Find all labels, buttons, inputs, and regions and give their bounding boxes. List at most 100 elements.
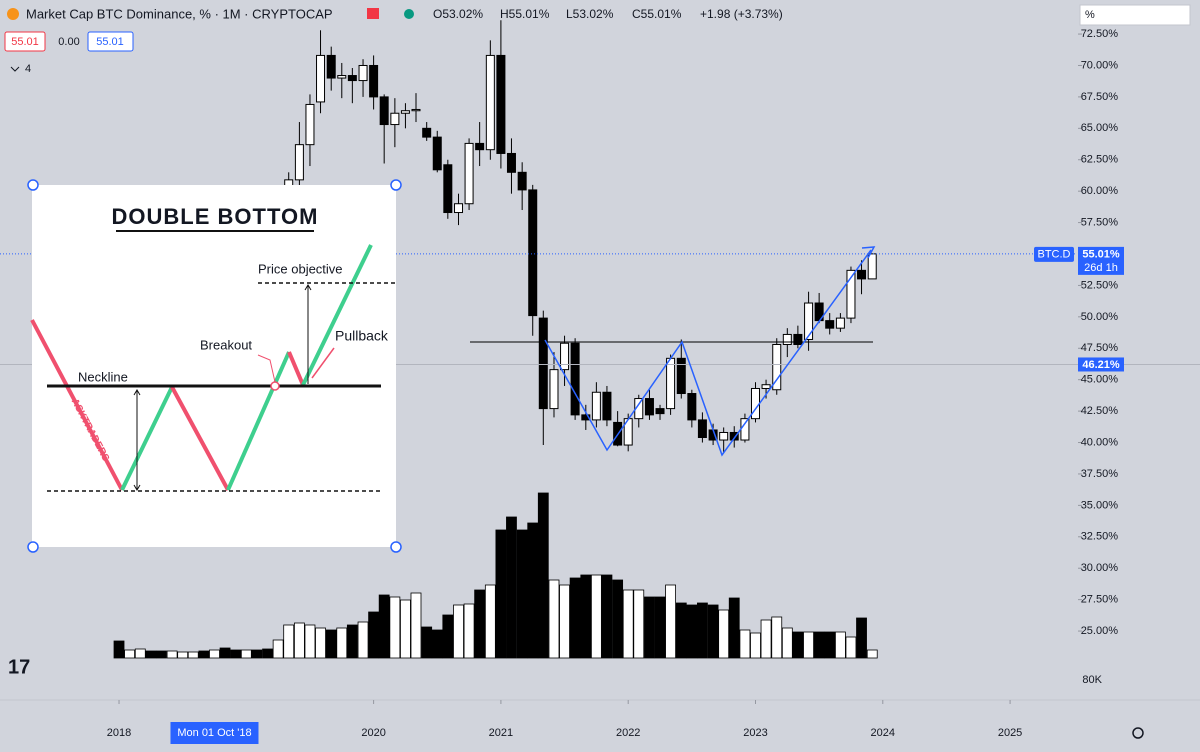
candle-body bbox=[305, 103, 315, 146]
candle-body bbox=[687, 393, 697, 421]
settings-icon[interactable] bbox=[1132, 727, 1144, 739]
volume-bar bbox=[834, 631, 846, 659]
candle-body bbox=[549, 369, 559, 410]
countdown: 26d 1h bbox=[1084, 262, 1118, 274]
crosshair-label-box bbox=[170, 722, 259, 744]
y-tick-label: 50.00% bbox=[1081, 311, 1119, 323]
volume-bar bbox=[590, 574, 602, 659]
candle-body bbox=[666, 357, 676, 410]
volume-bar bbox=[134, 648, 146, 659]
volume-bar bbox=[304, 624, 316, 659]
red-leg bbox=[287, 351, 305, 386]
volume-bar bbox=[293, 622, 305, 659]
volume-bar bbox=[431, 629, 443, 659]
volume-bar bbox=[506, 516, 517, 659]
candle-body bbox=[740, 418, 750, 441]
volume-bar bbox=[272, 639, 284, 659]
ohlc-low: L53.02% bbox=[566, 7, 614, 21]
volume-bar bbox=[325, 629, 337, 659]
handle[interactable] bbox=[390, 179, 402, 191]
handle[interactable] bbox=[27, 541, 39, 553]
candle-body bbox=[835, 317, 845, 329]
green-leg bbox=[226, 351, 291, 491]
candle-body bbox=[761, 384, 771, 389]
candle-body bbox=[857, 269, 867, 280]
y-tick-label: 70.00% bbox=[1081, 59, 1119, 71]
volume-bar bbox=[198, 650, 210, 659]
volume-bar bbox=[240, 649, 252, 659]
label-neckline: Neckline bbox=[78, 369, 128, 384]
candle-body bbox=[782, 333, 792, 345]
volume-bar bbox=[622, 589, 634, 659]
candle-body bbox=[570, 342, 580, 416]
pullback-pointer bbox=[311, 347, 335, 379]
candle-body bbox=[772, 343, 782, 391]
logo[interactable]: 17 bbox=[8, 656, 30, 678]
y-tick-label: 47.50% bbox=[1081, 342, 1119, 354]
volume-bar bbox=[580, 574, 592, 659]
volume-bar bbox=[187, 651, 199, 659]
y-tick-label: 25.00% bbox=[1081, 625, 1119, 637]
candle-body bbox=[867, 253, 877, 280]
candle-body bbox=[379, 96, 389, 126]
last-price-label: 55.01% bbox=[1082, 248, 1120, 260]
indicator-count[interactable]: 4 bbox=[25, 63, 31, 75]
volume-bar bbox=[346, 624, 358, 659]
volume-bar bbox=[813, 631, 825, 659]
volume-bar bbox=[421, 626, 433, 659]
volume-layer bbox=[113, 492, 878, 659]
volume-bar bbox=[601, 574, 613, 659]
volume-bar bbox=[410, 592, 422, 659]
volume-bar bbox=[378, 594, 390, 659]
y-tick-label: 35.00% bbox=[1081, 499, 1119, 511]
candle-body bbox=[369, 64, 379, 98]
sell-box[interactable] bbox=[4, 31, 46, 52]
volume-bar bbox=[548, 579, 560, 659]
buy-box[interactable] bbox=[87, 31, 134, 52]
reference-price-label: 46.21% bbox=[1082, 359, 1120, 371]
volume-bar bbox=[495, 529, 507, 659]
arrow-head bbox=[133, 389, 141, 396]
x-tick-label: 2021 bbox=[489, 727, 513, 739]
volume-bar bbox=[644, 596, 655, 659]
scale-button-label[interactable]: % bbox=[1085, 9, 1095, 21]
volume-bar bbox=[739, 629, 751, 659]
volume-bar bbox=[728, 597, 740, 659]
candle-body bbox=[496, 54, 506, 154]
volume-bar bbox=[665, 584, 676, 659]
volume-bar bbox=[230, 649, 242, 659]
volume-bar bbox=[283, 624, 295, 659]
axes: 72.50% 70.00% 67.50% 65.00% 62.50% 60.00% 57.5… bbox=[107, 28, 1124, 744]
volume-bar bbox=[166, 650, 178, 659]
candle-body bbox=[316, 54, 326, 103]
x-tick-label: 2018 bbox=[107, 727, 131, 739]
label-pullback: Pullback bbox=[335, 328, 389, 344]
flag-icon[interactable] bbox=[367, 8, 379, 19]
volume-bar bbox=[760, 619, 772, 659]
symbol-title[interactable]: Market Cap BTC Dominance, % · 1M · CRYPT… bbox=[26, 6, 333, 21]
candle-body bbox=[358, 64, 368, 82]
candle-body bbox=[804, 302, 814, 340]
volume-bar bbox=[697, 602, 708, 659]
candle-body bbox=[347, 75, 357, 82]
status-dot bbox=[404, 9, 414, 19]
buy-price[interactable]: 55.01 bbox=[96, 36, 124, 48]
y-tick-label: 65.00% bbox=[1081, 122, 1119, 134]
chevron[interactable] bbox=[10, 66, 20, 72]
handle[interactable] bbox=[390, 541, 402, 553]
candle-body bbox=[485, 54, 495, 151]
sell-price[interactable]: 55.01 bbox=[11, 36, 39, 48]
pattern-drawing[interactable] bbox=[544, 249, 872, 457]
volume-axis-label: 80K bbox=[1082, 674, 1102, 686]
volume-bar bbox=[792, 631, 804, 659]
candle-body bbox=[581, 414, 591, 421]
red-leg bbox=[170, 386, 230, 491]
green-leg bbox=[120, 386, 174, 491]
volume-bar bbox=[686, 604, 698, 659]
image-title: DOUBLE BOTTOM bbox=[112, 204, 319, 229]
y-tick-label: 45.00% bbox=[1081, 374, 1119, 386]
handle[interactable] bbox=[27, 179, 39, 191]
arrow-head bbox=[304, 284, 312, 291]
scale-button[interactable] bbox=[1079, 4, 1191, 26]
volume-bar bbox=[113, 640, 125, 659]
